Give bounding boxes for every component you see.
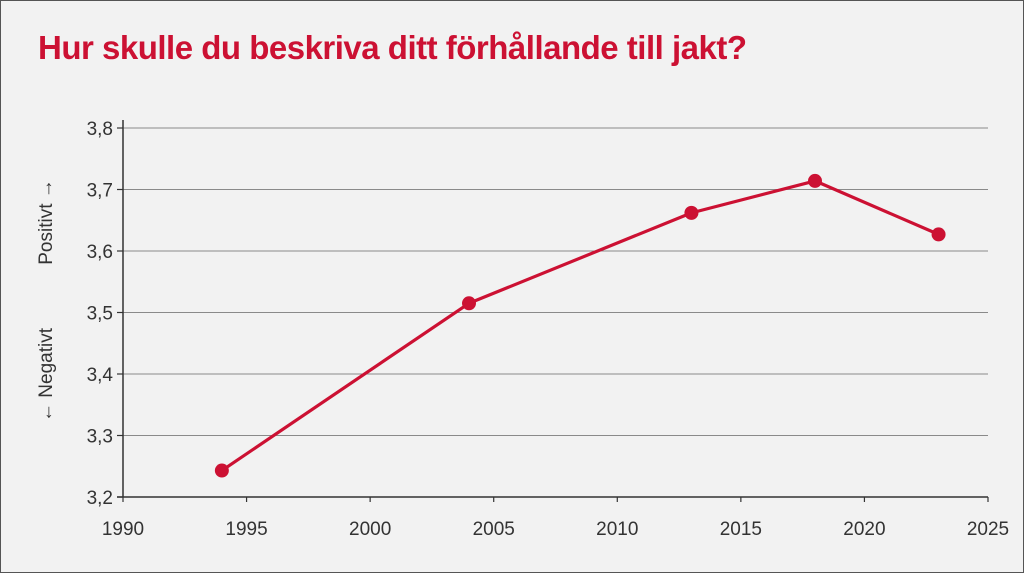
x-tick-label: 1995: [225, 519, 267, 540]
y-tick-label: 3,7: [87, 181, 113, 202]
x-tick-labels: 1990 1995 2000 2005 2010 2015 2020 2025: [102, 519, 1009, 540]
x-tick-label: 2000: [349, 519, 391, 540]
y-tick-label: 3,6: [87, 242, 113, 263]
axes: [117, 120, 989, 502]
x-tick-label: 2005: [473, 519, 515, 540]
y-tick-label: 3,2: [87, 488, 113, 509]
y-axis-label-negative: ← Negativt: [36, 327, 57, 422]
y-tick-label: 3,8: [87, 119, 113, 140]
y-tick-label: 3,5: [87, 304, 113, 325]
x-tick-label: 2010: [596, 519, 638, 540]
y-tick-labels: 3,2 3,3 3,4 3,5 3,6 3,7 3,8: [87, 119, 114, 509]
series-line: [220, 179, 941, 473]
y-axis-label-positive: Positivt →: [36, 179, 57, 265]
x-tick-label: 2020: [843, 519, 885, 540]
data-point: [931, 227, 946, 242]
y-tick-label: 3,4: [87, 365, 114, 386]
data-point: [808, 173, 822, 188]
x-tick-label: 2025: [967, 519, 1009, 540]
grid-lines: [123, 127, 988, 436]
x-tick-label: 2015: [720, 519, 762, 540]
y-tick-label: 3,3: [87, 427, 113, 448]
data-point: [684, 205, 699, 220]
data-point: [214, 463, 229, 478]
data-series: [214, 173, 946, 478]
data-point: [462, 296, 476, 311]
chart-title: Hur skulle du beskriva ditt förhållande …: [38, 29, 747, 66]
x-tick-label: 1990: [102, 519, 144, 540]
